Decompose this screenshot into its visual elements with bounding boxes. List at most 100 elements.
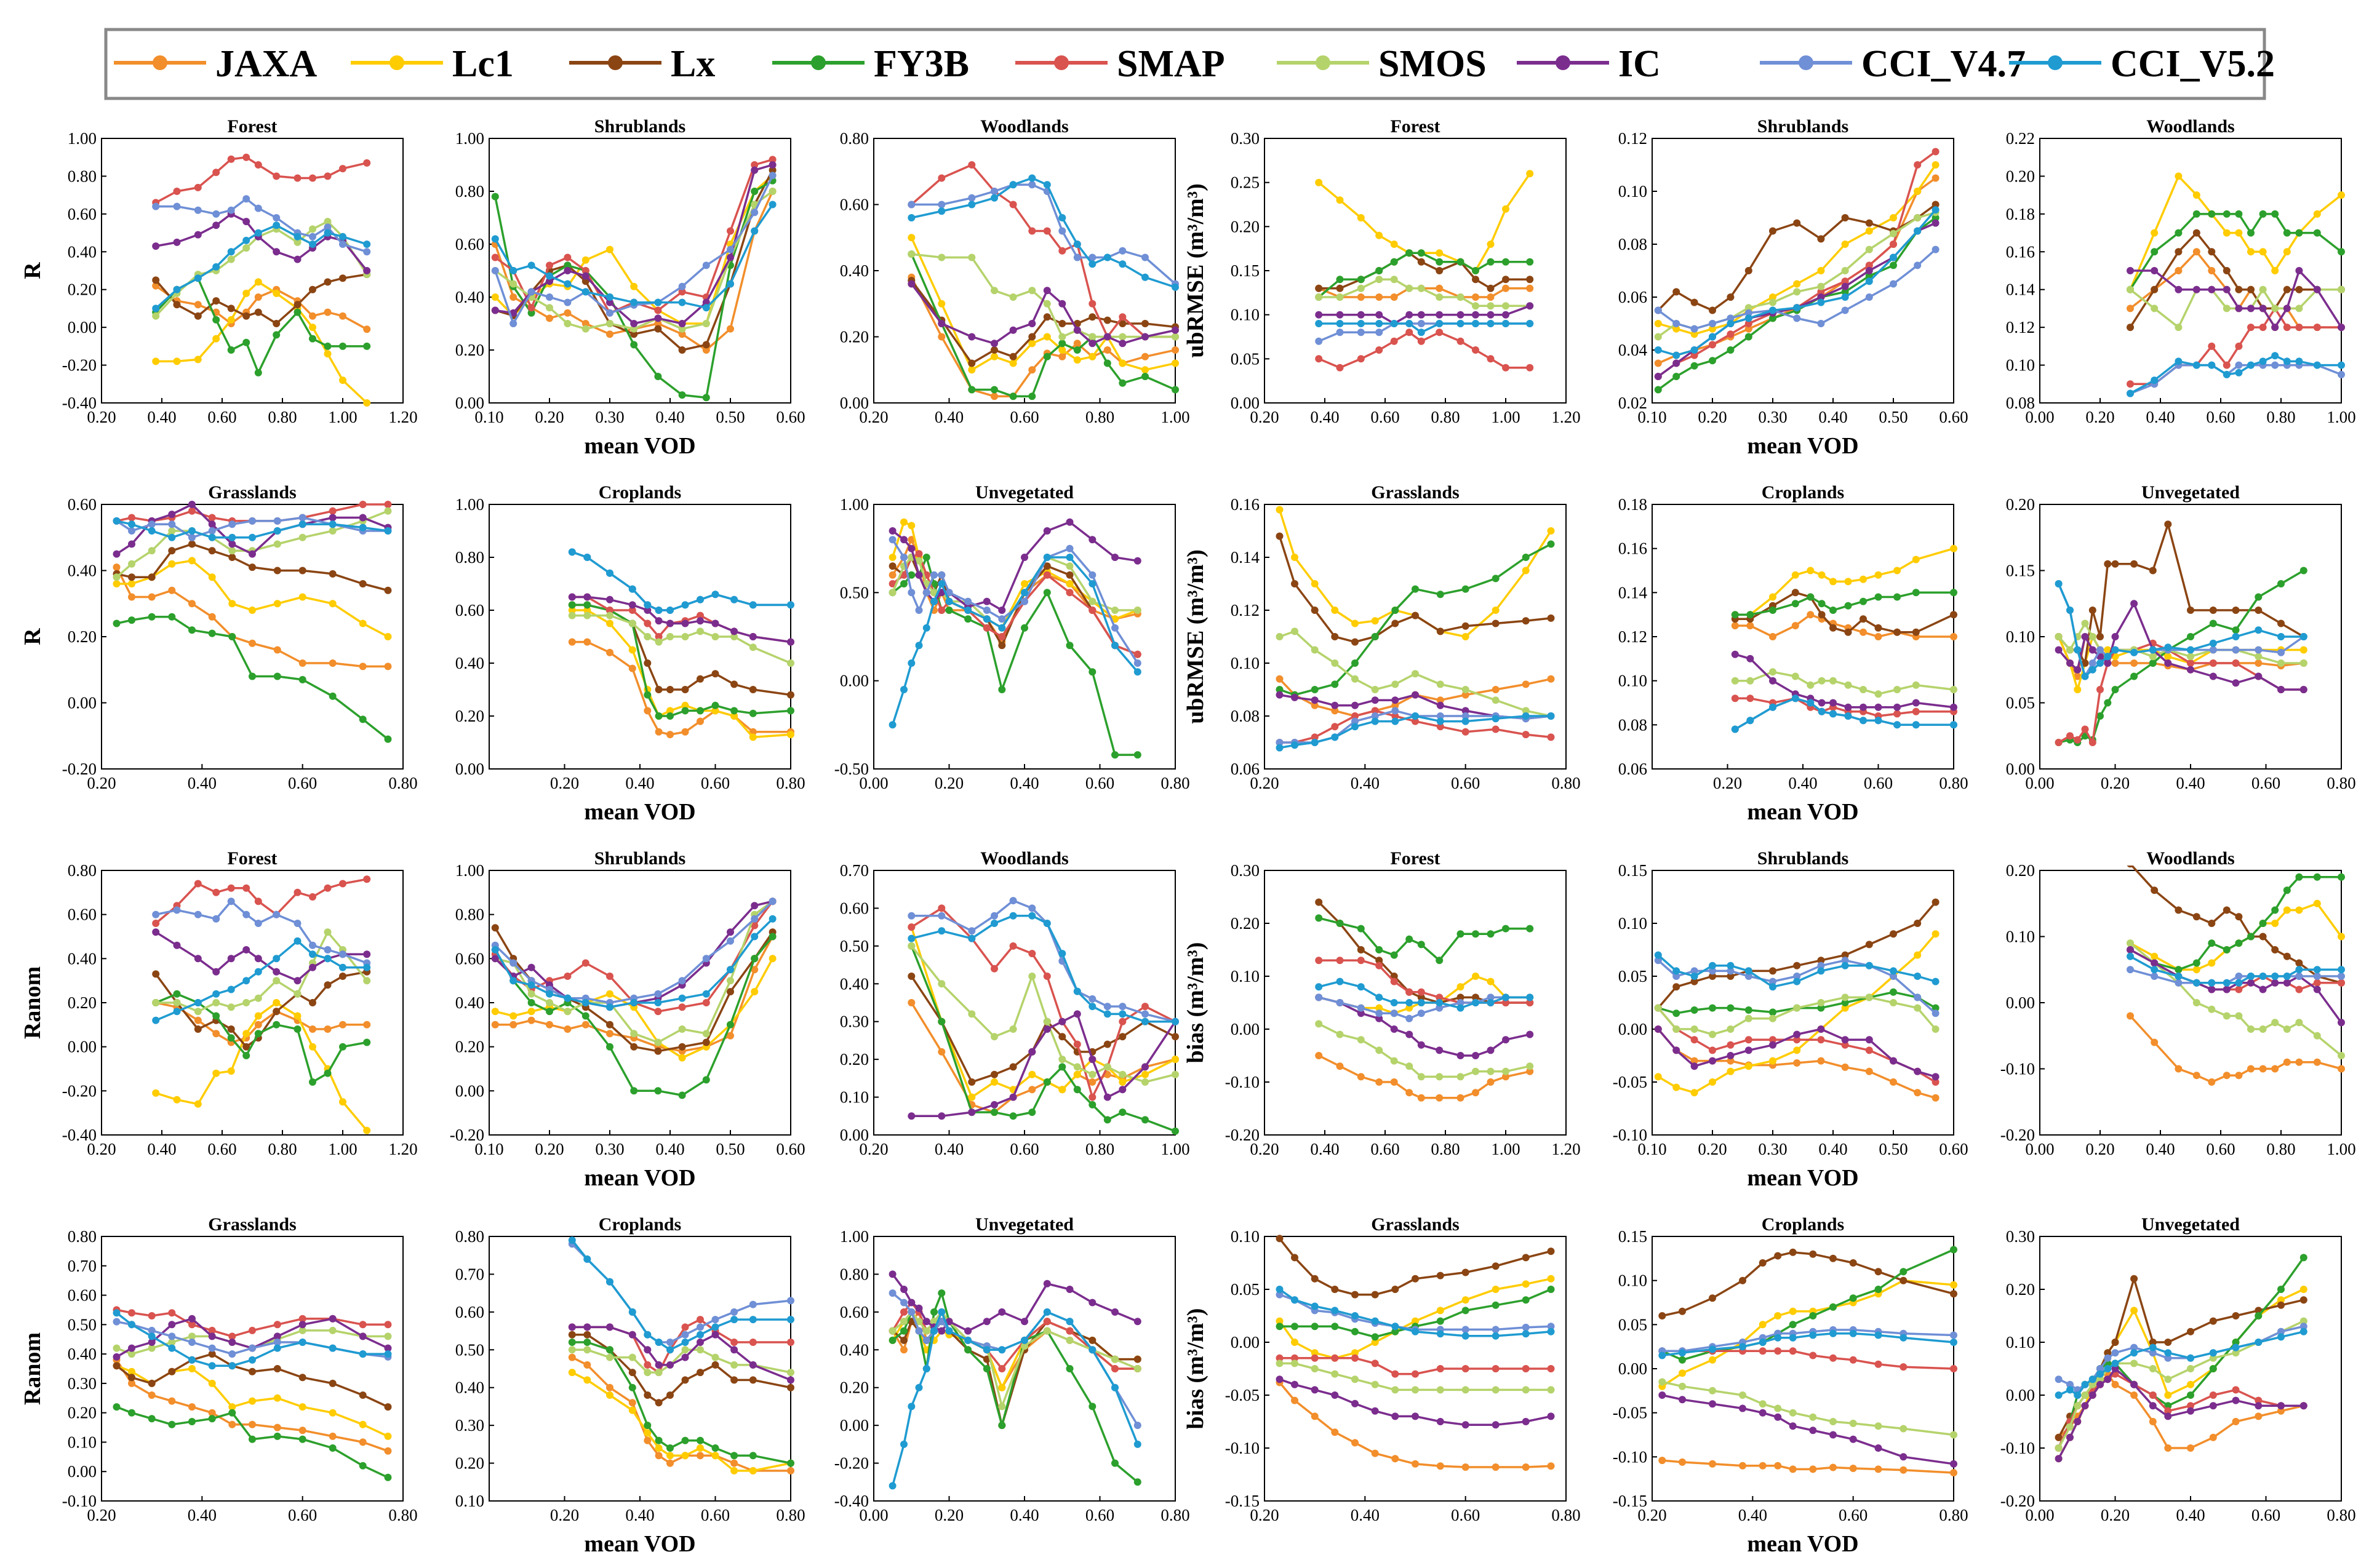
data-point-ic xyxy=(2081,633,2089,640)
data-point-lx xyxy=(298,567,306,575)
data-point-fy3b xyxy=(546,1008,553,1016)
data-point-jaxa xyxy=(1311,701,1319,709)
data-point-fy3b xyxy=(1357,276,1365,284)
data-point-smos xyxy=(2164,1375,2172,1383)
data-point-lx xyxy=(1841,951,1849,959)
data-point-smos xyxy=(173,999,181,1006)
series-line-lc1 xyxy=(1318,173,1531,272)
data-point-cci-v4-7 xyxy=(2055,1375,2063,1383)
data-point-lc1 xyxy=(1456,983,1464,991)
data-point-smap xyxy=(1829,1354,1837,1362)
data-point-fy3b xyxy=(1141,1116,1149,1124)
data-point-smap xyxy=(1058,247,1066,255)
data-point-fy3b xyxy=(1461,1307,1469,1315)
y-tick-label: 0.15 xyxy=(2006,562,2035,580)
data-point-ic xyxy=(194,955,202,963)
data-point-fy3b xyxy=(1291,1323,1298,1331)
data-point-ic xyxy=(1865,1036,1873,1044)
data-point-lx xyxy=(2208,248,2216,256)
data-point-jaxa xyxy=(1391,701,1399,709)
y-tick-label: 0.14 xyxy=(2006,281,2035,299)
data-point-cci-v5-2 xyxy=(938,580,946,587)
data-point-jaxa xyxy=(2283,1058,2291,1066)
data-point-ic xyxy=(730,1346,738,1354)
data-point-fy3b xyxy=(1021,624,1028,632)
y-tick-label: -0.20 xyxy=(2000,1126,2035,1144)
data-point-smos xyxy=(1791,672,1799,680)
data-point-lc1 xyxy=(298,1403,306,1411)
x-tick-label: 0.60 xyxy=(288,1506,317,1524)
y-tick-label: 0.80 xyxy=(840,1265,869,1283)
data-point-ic xyxy=(697,617,704,625)
data-point-fy3b xyxy=(1436,1317,1444,1325)
data-point-cci-v5-2 xyxy=(1844,712,1852,720)
data-point-lc1 xyxy=(681,701,689,709)
data-point-cci-v4-7 xyxy=(922,589,930,597)
x-tick-label: 0.20 xyxy=(1698,408,1727,426)
data-point-ic xyxy=(1658,1391,1666,1399)
data-point-cci-v5-2 xyxy=(339,963,346,971)
data-point-ic xyxy=(188,1315,196,1323)
data-point-smap xyxy=(1461,728,1469,736)
x-axis-title: mean VOD xyxy=(1747,433,1858,459)
data-point-cci-v5-2 xyxy=(681,1339,689,1346)
plot-frame xyxy=(489,138,791,404)
data-point-ic xyxy=(2055,646,2063,654)
data-point-lx xyxy=(208,1350,216,1358)
data-point-smap xyxy=(359,1321,367,1329)
data-point-lc1 xyxy=(1028,1070,1036,1078)
data-point-lx xyxy=(730,680,738,688)
data-point-lc1 xyxy=(1522,1280,1530,1288)
data-point-lx xyxy=(630,1043,638,1051)
y-tick-label: 0.14 xyxy=(1618,583,1648,602)
data-point-smos xyxy=(1371,686,1379,693)
data-point-ic xyxy=(1874,703,1882,711)
panel-title: Grasslands xyxy=(208,482,296,503)
plot-frame xyxy=(1264,138,1567,404)
data-point-smos xyxy=(1276,1359,1284,1367)
series-group xyxy=(1654,148,1940,394)
y-tick-label: 1.00 xyxy=(455,861,484,880)
data-point-smos xyxy=(329,1326,337,1334)
data-point-jaxa xyxy=(1357,1073,1365,1081)
data-point-fy3b xyxy=(1371,1333,1379,1341)
data-point-fy3b xyxy=(628,1383,636,1391)
data-point-smap xyxy=(2232,1386,2240,1394)
data-point-cci-v5-2 xyxy=(730,1316,738,1324)
data-point-smap xyxy=(1817,288,1825,296)
data-point-ic xyxy=(1932,1073,1940,1081)
data-point-jaxa xyxy=(329,1432,337,1440)
data-point-smap xyxy=(1817,1036,1825,1044)
series-line-cci-v5-2 xyxy=(572,551,791,611)
data-point-cci-v5-2 xyxy=(173,1008,181,1016)
data-point-lc1 xyxy=(1709,325,1716,333)
data-point-ic xyxy=(1028,320,1036,327)
data-point-ic xyxy=(2255,672,2263,680)
data-point-cci-v4-7 xyxy=(1315,993,1323,1001)
data-point-lc1 xyxy=(568,1369,576,1377)
data-point-lx xyxy=(2209,607,2217,614)
y-tick-label: 0.80 xyxy=(840,129,869,148)
data-point-jaxa xyxy=(1487,1078,1495,1086)
data-point-lc1 xyxy=(309,1043,316,1051)
y-tick-label: -0.10 xyxy=(2000,1060,2035,1078)
legend-marker xyxy=(390,55,404,70)
series-group xyxy=(568,1236,794,1474)
data-point-ic xyxy=(644,1346,652,1354)
x-tick-label: 0.60 xyxy=(701,1506,730,1524)
data-point-lx xyxy=(2277,1301,2285,1309)
data-point-smos xyxy=(228,547,236,555)
data-point-ic xyxy=(1417,311,1425,319)
series-line-lc1 xyxy=(910,237,1176,372)
y-tick-label: 0.25 xyxy=(1231,173,1260,192)
data-point-smap xyxy=(2209,1391,2217,1399)
data-point-cci-v4-7 xyxy=(546,293,553,301)
data-point-smos xyxy=(938,253,946,261)
data-point-jaxa xyxy=(1874,1465,1882,1473)
data-point-ic xyxy=(1357,311,1365,319)
data-point-lc1 xyxy=(787,731,794,739)
data-point-lx xyxy=(711,670,719,678)
data-point-lx xyxy=(148,573,156,581)
data-point-smap xyxy=(2149,1391,2157,1399)
y-tick-label: 0.15 xyxy=(1618,861,1647,880)
